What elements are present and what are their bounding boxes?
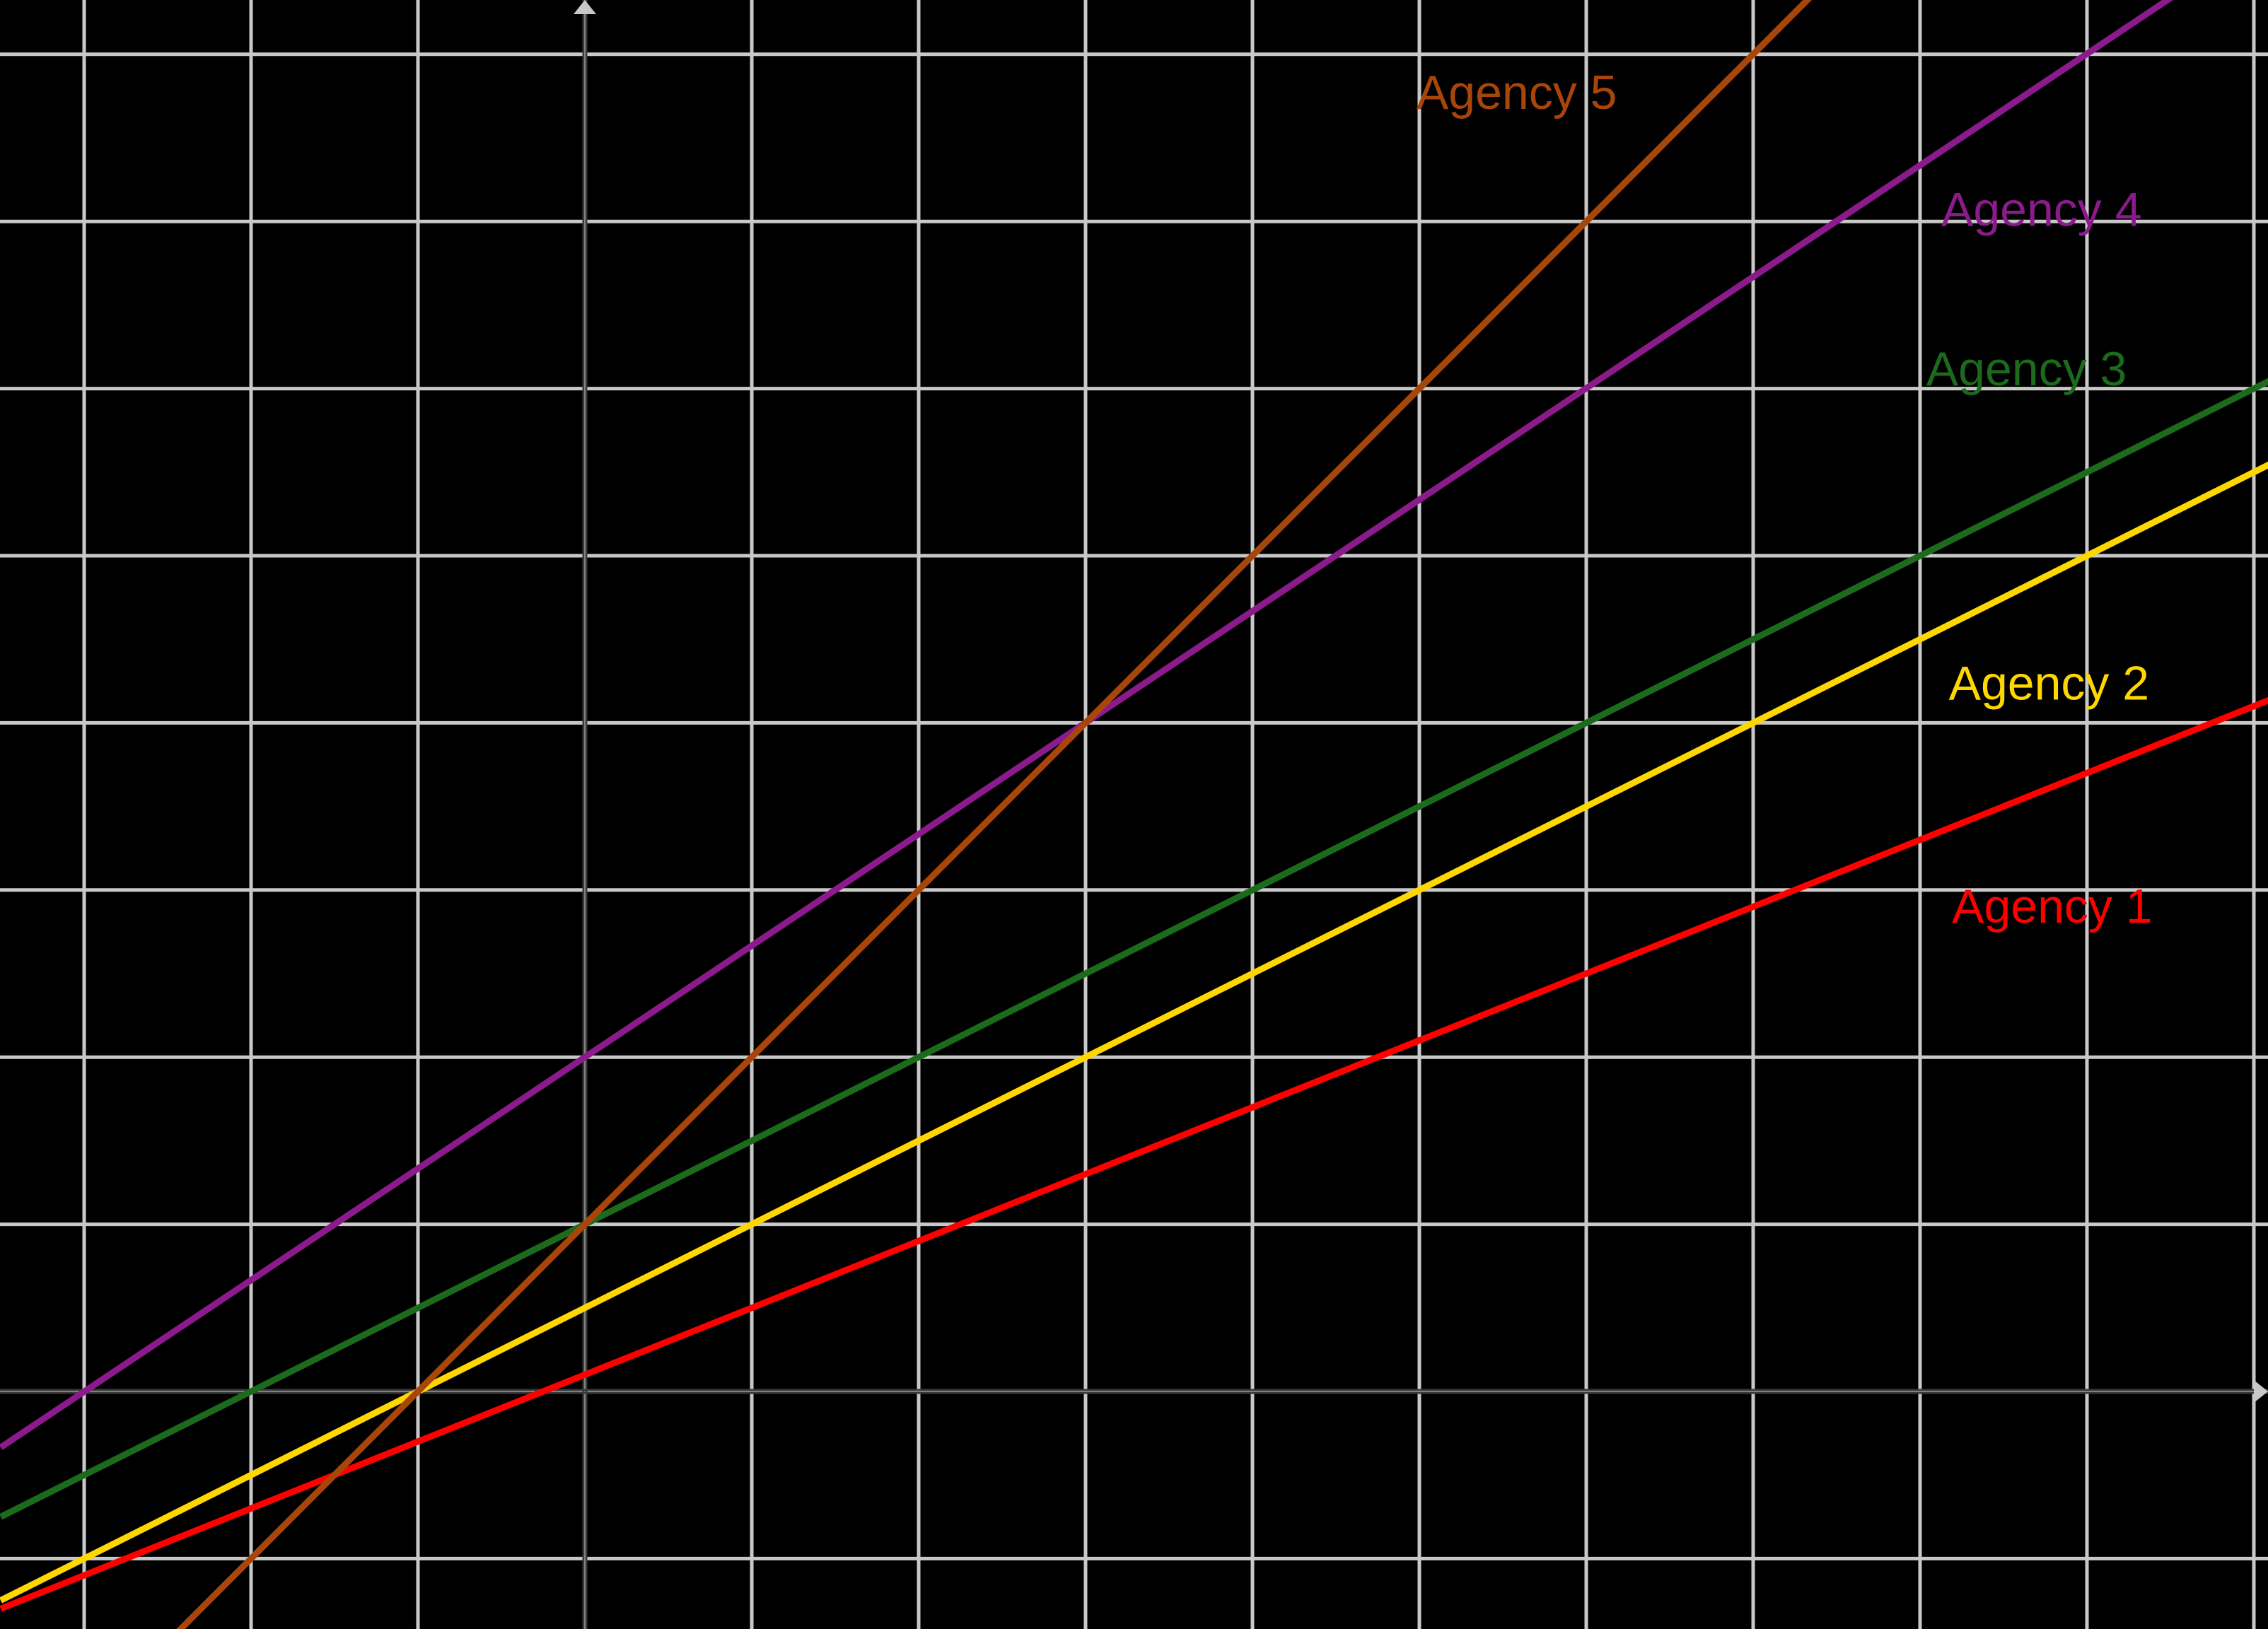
- svg-text:Agency 3: Agency 3: [1926, 342, 2127, 396]
- svg-text:Agency 1: Agency 1: [1952, 880, 2153, 933]
- svg-text:Agency 2: Agency 2: [1949, 656, 2150, 710]
- svg-text:Agency 4: Agency 4: [1941, 182, 2142, 236]
- svg-text:Agency 5: Agency 5: [1417, 66, 1617, 119]
